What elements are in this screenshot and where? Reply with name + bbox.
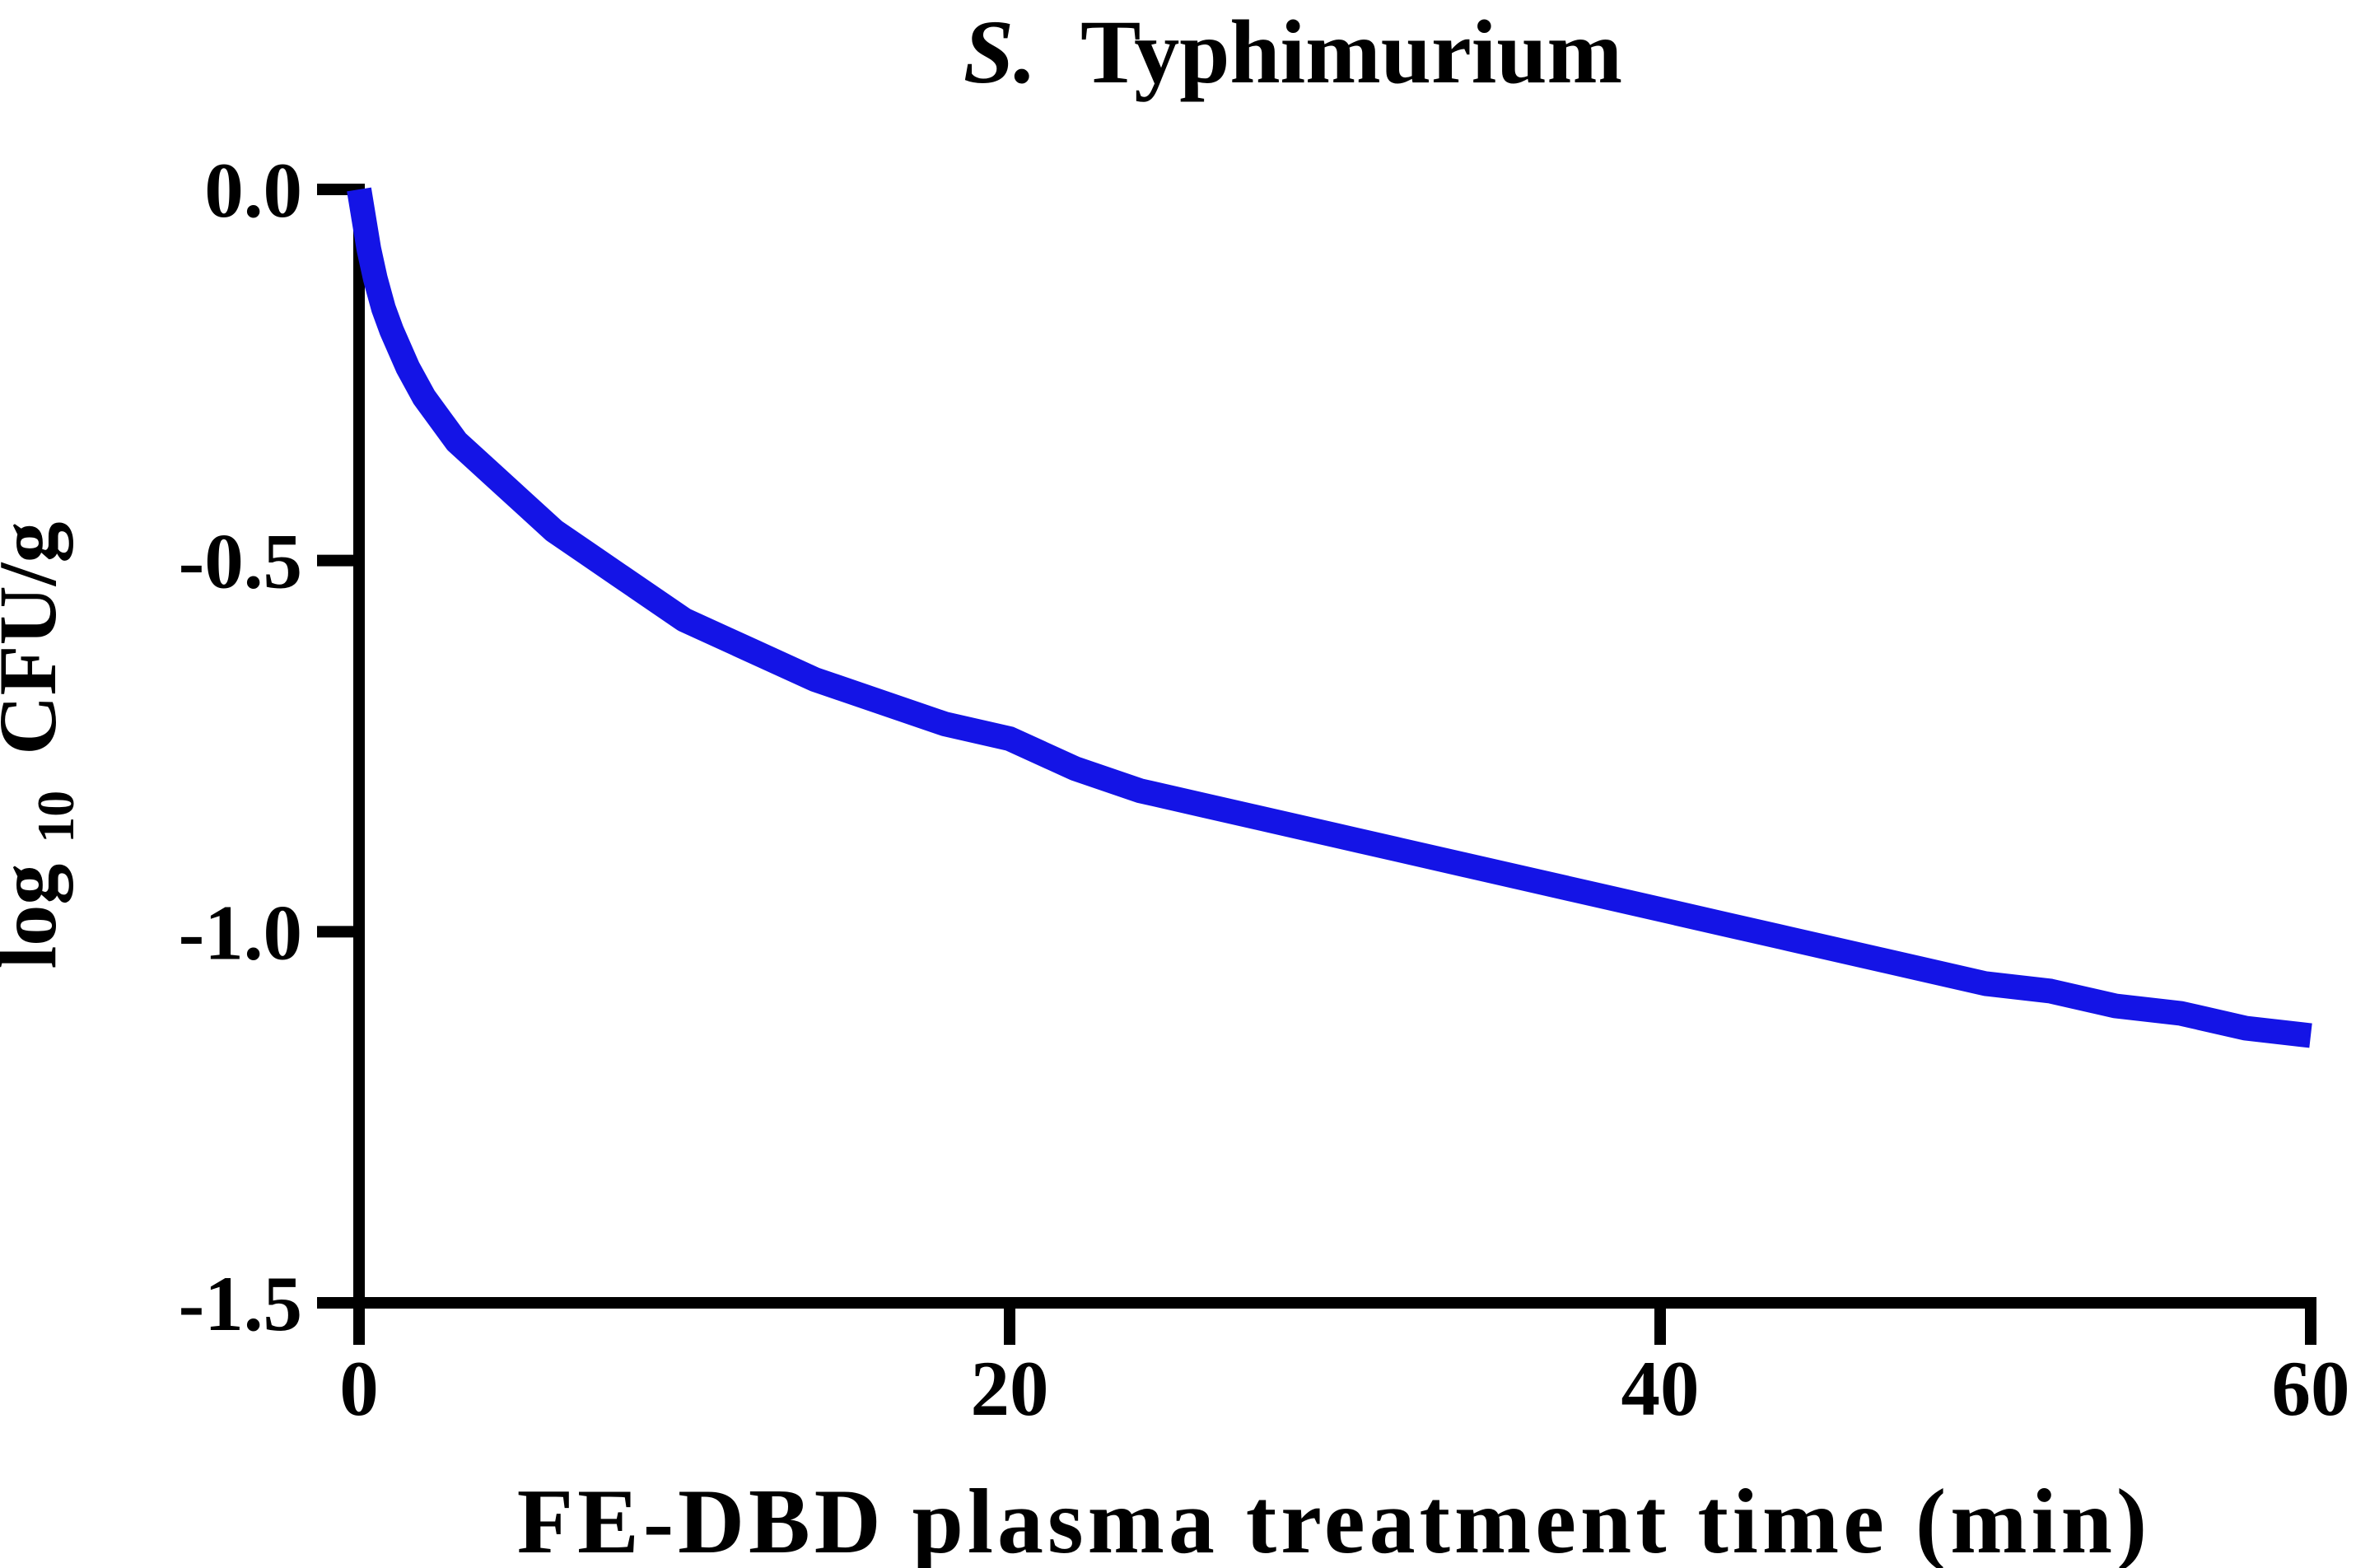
y-axis-title-rest: CFU/g bbox=[0, 521, 73, 754]
x-tick-label-1: 20 bbox=[971, 1345, 1049, 1432]
data-curve bbox=[347, 187, 2312, 1048]
y-tick-labels: 0.0 -0.5 -1.0 -1.5 bbox=[179, 147, 302, 1347]
y-tick-label-2: -1.0 bbox=[179, 889, 302, 976]
chart-title: S. Typhimurium bbox=[963, 2, 1622, 102]
chart-title-rest: Typhimurium bbox=[1080, 2, 1622, 102]
chart-title-species: S. bbox=[963, 2, 1037, 102]
x-tick-labels: 0 20 40 60 bbox=[339, 1345, 2349, 1432]
y-tick-label-1: -0.5 bbox=[179, 518, 302, 605]
x-axis-title: FE-DBD plasma treatment time (min) bbox=[517, 1471, 2151, 1568]
axes bbox=[317, 184, 2316, 1345]
y-tick-label-3: -1.5 bbox=[179, 1260, 302, 1347]
y-axis-title: log 10 CFU/g bbox=[0, 521, 91, 968]
y-axis-title-base: log bbox=[0, 864, 73, 969]
x-tick-label-0: 0 bbox=[339, 1345, 379, 1432]
y-axis-title-subscript: 10 bbox=[26, 791, 85, 843]
x-tick-label-3: 60 bbox=[2272, 1345, 2350, 1432]
x-tick-label-2: 40 bbox=[1621, 1345, 1700, 1432]
survival-curve-0 bbox=[347, 187, 2312, 1048]
y-tick-label-0: 0.0 bbox=[204, 147, 302, 234]
